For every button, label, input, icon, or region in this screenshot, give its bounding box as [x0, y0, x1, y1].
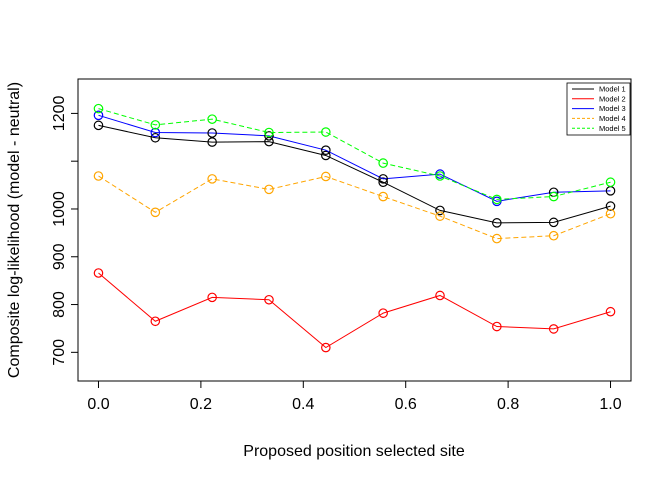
data-point	[93, 171, 104, 181]
x-tick-label: 0.0	[87, 396, 109, 413]
x-axis: 0.0 0.2 0.4 0.6 0.8 1.0	[87, 381, 622, 413]
data-point	[321, 342, 331, 353]
data-point	[321, 127, 331, 137]
data-point	[378, 174, 388, 184]
data-point	[548, 217, 559, 228]
x-tick-label: 0.8	[497, 396, 519, 413]
data-point	[605, 177, 616, 188]
data-point	[492, 194, 502, 205]
series-model-3	[93, 110, 616, 207]
data-point	[150, 127, 161, 138]
series-line	[98, 114, 611, 202]
data-point	[435, 290, 445, 301]
data-point	[378, 191, 388, 202]
data-point	[93, 103, 104, 114]
data-point	[492, 233, 502, 244]
y-tick-label: 1200	[51, 96, 68, 132]
series-model-4	[93, 171, 616, 244]
x-tick-label: 0.2	[190, 396, 212, 413]
data-point	[93, 110, 104, 121]
data-point	[207, 292, 217, 303]
data-point	[321, 171, 331, 182]
data-point	[207, 128, 217, 138]
data-point	[207, 174, 217, 184]
x-tick-label: 0.6	[395, 396, 417, 413]
series-model-2	[93, 268, 616, 353]
y-tick-label: 1000	[51, 191, 68, 227]
legend-label: Model 5	[599, 124, 626, 133]
data-point	[264, 131, 274, 141]
data-point	[492, 321, 502, 332]
plot-frame	[77, 78, 632, 382]
x-axis-title: Proposed position selected site	[243, 443, 465, 460]
legend-label: Model 1	[599, 85, 626, 94]
x-tick-label: 0.4	[292, 396, 314, 413]
data-point	[264, 294, 274, 305]
data-point	[548, 230, 559, 241]
legend-label: Model 2	[599, 94, 626, 103]
data-point	[378, 158, 388, 168]
data-point	[435, 205, 445, 216]
data-point	[435, 171, 445, 181]
data-point	[548, 324, 559, 334]
data-point	[150, 120, 161, 130]
legend-label: Model 3	[599, 104, 626, 113]
data-point	[378, 177, 388, 188]
data-point	[605, 208, 616, 219]
y-tick-label: 700	[51, 339, 68, 366]
data-point	[264, 136, 274, 147]
data-point	[150, 207, 161, 218]
series-line	[98, 175, 611, 240]
series-model-5	[93, 103, 616, 205]
x-tick-label: 1.0	[599, 396, 621, 413]
data-point	[264, 184, 274, 195]
y-tick-label: 900	[51, 243, 68, 270]
data-point	[150, 132, 161, 143]
legend-label: Model 4	[599, 114, 626, 123]
y-axis: 700 800 900 1000 1200	[51, 96, 78, 366]
data-point	[321, 150, 331, 161]
series-line	[98, 124, 611, 224]
y-tick-label: 800	[51, 291, 68, 318]
data-point	[321, 145, 331, 155]
data-point	[492, 218, 502, 228]
data-point	[548, 191, 559, 202]
data-point	[264, 127, 274, 138]
data-point	[93, 120, 104, 131]
series-line	[98, 272, 611, 349]
data-point	[150, 316, 161, 327]
data-point	[435, 211, 445, 221]
data-point	[378, 308, 388, 318]
data-point	[207, 137, 217, 147]
data-point	[605, 201, 616, 211]
data-point	[207, 114, 217, 124]
series-layer	[93, 103, 616, 353]
series-line	[98, 108, 611, 200]
y-axis-title: Composite log-likelihood (model - neutra…	[6, 82, 23, 378]
data-point	[93, 268, 104, 278]
data-point	[605, 306, 616, 317]
series-model-1	[93, 120, 616, 228]
